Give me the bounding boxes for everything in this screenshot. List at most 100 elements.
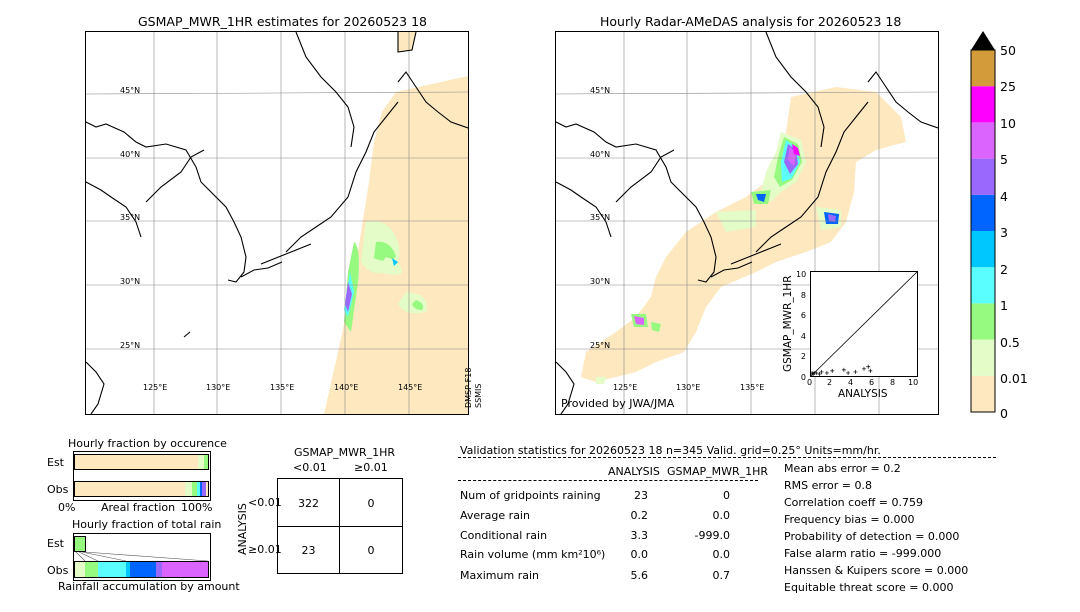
occurrence-bar-obs-segment bbox=[197, 482, 200, 496]
validation-col-gsmap: GSMAP_MWR_1HR bbox=[667, 465, 769, 478]
scatter-ytick: 4 bbox=[800, 331, 806, 341]
radar-lat-label: 30°N bbox=[590, 277, 611, 286]
occurrence-row-obs: Obs bbox=[47, 483, 69, 496]
occurrence-title: Hourly fraction by occurence bbox=[68, 437, 227, 450]
radar-credit: Provided by JWA/JMA bbox=[561, 397, 675, 410]
contingency-cell: 23 bbox=[301, 544, 316, 557]
gsmap-lat-label: 35°N bbox=[120, 213, 141, 222]
scatter-point bbox=[853, 369, 858, 374]
occurrence-bar-obs-segment bbox=[192, 482, 197, 496]
colorbar-tick: 0.5 bbox=[1000, 335, 1020, 350]
scatter-point bbox=[846, 370, 851, 375]
contingency-col-label: <0.01 bbox=[293, 461, 327, 474]
colorbar-band bbox=[971, 194, 995, 231]
gsmap-rain-area bbox=[374, 241, 396, 261]
gsmap-lon-label: 135°E bbox=[270, 383, 295, 392]
contingency-row-label: ≥0.01 bbox=[248, 543, 282, 556]
scatter-point bbox=[819, 369, 824, 374]
colorbar-band bbox=[971, 339, 995, 376]
occurrence-bar-obs-segment bbox=[200, 482, 202, 496]
total-rain-bar-est bbox=[74, 536, 86, 552]
total-rain-bar-obs-segment bbox=[162, 562, 208, 577]
radar-lat-label: 35°N bbox=[590, 213, 611, 222]
occurrence-bar-obs-segment bbox=[185, 482, 192, 496]
total-rain-axis-label: Rainfall accumulation by amount bbox=[58, 580, 240, 593]
gsmap-lat-label: 25°N bbox=[120, 341, 141, 350]
validation-row-gsmap: 0.0 bbox=[712, 548, 731, 561]
colorbar-tick: 50 bbox=[1000, 43, 1016, 58]
validation-row-label: Maximum rain bbox=[460, 569, 539, 582]
radar-lat-label: 45°N bbox=[590, 86, 611, 95]
validation-score: Equitable threat score = 0.000 bbox=[784, 581, 954, 594]
validation-row-label: Average rain bbox=[460, 509, 530, 522]
scatter-ytick: 10 bbox=[796, 270, 807, 279]
radar-rain-area bbox=[634, 316, 644, 325]
radar-map-title: Hourly Radar-AMeDAS analysis for 2026052… bbox=[600, 14, 902, 29]
colorbar-tick: 4 bbox=[1000, 189, 1008, 204]
colorbar-band bbox=[971, 50, 995, 87]
contingency-col-label: ≥0.01 bbox=[354, 461, 388, 474]
scatter-ytick-labels: 10 8 6 4 2 0 bbox=[796, 265, 806, 389]
validation-table-divider bbox=[458, 480, 758, 481]
colorbar-band bbox=[971, 231, 995, 268]
colorbar-tick: 0.01 bbox=[1000, 371, 1028, 386]
radar-coverage bbox=[581, 87, 906, 382]
validation-row-gsmap: 0.7 bbox=[712, 569, 731, 582]
colorbar-band bbox=[971, 303, 995, 340]
gsmap-lon-label: 130°E bbox=[206, 383, 231, 392]
scatter-diagonal bbox=[811, 272, 917, 376]
gsmap-rain-area bbox=[412, 300, 424, 310]
colorbar-tick: 0 bbox=[1000, 406, 1008, 421]
validation-score: Correlation coeff = 0.759 bbox=[784, 496, 923, 509]
occurrence-axis-left: 0% bbox=[58, 501, 76, 514]
validation-score: Frequency bias = 0.000 bbox=[784, 513, 915, 526]
gsmap-rain-area bbox=[392, 258, 398, 266]
scatter-inset bbox=[810, 271, 918, 377]
scatter-point bbox=[841, 367, 846, 372]
contingency-cell: 322 bbox=[298, 497, 319, 510]
validation-score: Hanssen & Kuipers score = 0.000 bbox=[784, 564, 969, 577]
occurrence-bar-est bbox=[74, 454, 209, 470]
total-rain-bar-obs-segment bbox=[75, 562, 85, 577]
total-rain-bar-obs-segment bbox=[130, 562, 156, 577]
validation-row-analysis: 0.2 bbox=[630, 509, 649, 522]
occurrence-bar-obs bbox=[74, 481, 209, 497]
colorbar-tick: 25 bbox=[1000, 79, 1016, 94]
scatter-xlabel: ANALYSIS bbox=[838, 388, 888, 400]
gsmap-lat-label: 45°N bbox=[120, 86, 141, 95]
radar-lon-label: 125°E bbox=[613, 383, 638, 392]
scatter-xtick: 4 bbox=[848, 378, 854, 387]
scatter-point bbox=[814, 370, 819, 375]
colorbar-tick: 10 bbox=[1000, 116, 1016, 131]
validation-row-analysis: 3.3 bbox=[630, 529, 649, 542]
colorbar-tick: 2 bbox=[1000, 262, 1008, 277]
scatter-point bbox=[868, 368, 873, 373]
scatter-point bbox=[824, 370, 829, 375]
occurrence-chart bbox=[73, 451, 211, 501]
scatter-ytick: 6 bbox=[800, 311, 806, 321]
gsmap-map: 45°N 40°N 35°N 30°N 25°N 125°E 130°E 135… bbox=[85, 31, 469, 415]
validation-row-analysis: 0.0 bbox=[630, 548, 649, 561]
total-rain-bar-obs-segment bbox=[98, 562, 126, 577]
validation-row-label: Num of gridpoints raining bbox=[460, 489, 601, 502]
contingency-table: 322 0 23 0 bbox=[277, 478, 403, 574]
scatter-xtick: 10 bbox=[908, 378, 919, 387]
scatter-ytick: 0 bbox=[800, 372, 806, 382]
validation-col-analysis: ANALYSIS bbox=[608, 465, 660, 478]
gsmap-map-title: GSMAP_MWR_1HR estimates for 20260523 18 bbox=[138, 14, 427, 29]
radar-lon-label: 135°E bbox=[740, 383, 765, 392]
total-rain-bar-obs-segment bbox=[126, 562, 130, 577]
colorbar-band bbox=[971, 158, 995, 195]
validation-row-label: Conditional rain bbox=[460, 529, 548, 542]
validation-divider bbox=[458, 457, 996, 458]
contingency-cell: 0 bbox=[367, 544, 375, 557]
colorbar-band bbox=[971, 267, 995, 304]
gsmap-gridlines bbox=[86, 32, 468, 414]
scatter-point bbox=[830, 368, 835, 373]
contingency-row-label: <0.01 bbox=[248, 496, 282, 509]
validation-score: RMS error = 0.8 bbox=[784, 479, 872, 492]
contingency-cell: 0 bbox=[367, 497, 375, 510]
scatter-ytick: 8 bbox=[800, 290, 806, 300]
occurrence-axis-right: 100% bbox=[181, 501, 213, 514]
scatter-ytick: 2 bbox=[800, 352, 806, 362]
